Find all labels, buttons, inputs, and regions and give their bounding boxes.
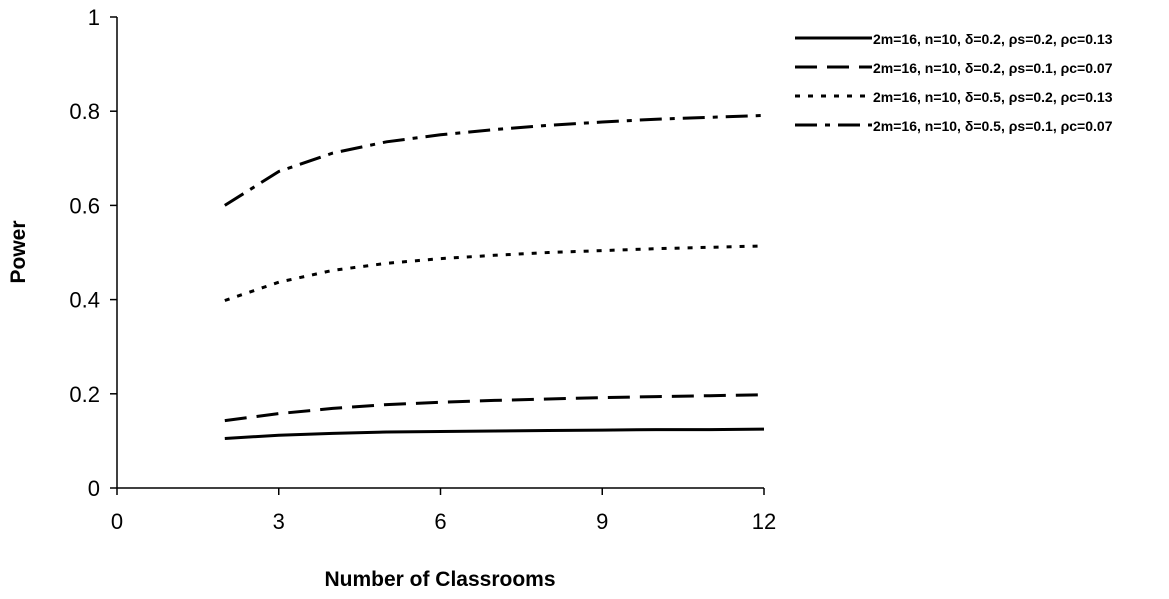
series-line-1 xyxy=(224,427,765,440)
legend-label: 2m=16, n=10, δ=0.5, ρs=0.2, ρc=0.13 xyxy=(873,89,1113,105)
x-tick-label: 0 xyxy=(111,509,123,534)
y-axis-title: Power xyxy=(7,220,30,283)
y-tick-label: 0 xyxy=(88,476,100,501)
series-line-4 xyxy=(224,113,765,207)
y-ticks: 0 0.2 0.4 0.6 0.8 1 xyxy=(69,5,117,501)
series-line-2 xyxy=(224,393,765,423)
legend-label: 2m=16, n=10, δ=0.2, ρs=0.2, ρc=0.13 xyxy=(873,31,1113,47)
axes xyxy=(116,17,764,489)
x-tick-label: 6 xyxy=(434,509,446,534)
y-tick-label: 0.8 xyxy=(69,99,100,124)
series-line-3 xyxy=(224,244,765,302)
legend-label: 2m=16, n=10, δ=0.5, ρs=0.1, ρc=0.07 xyxy=(873,118,1113,134)
x-tick-label: 12 xyxy=(752,509,776,534)
series-lines xyxy=(224,113,765,440)
x-ticks: 0 3 6 9 12 xyxy=(111,488,776,534)
x-axis-title: Number of Classrooms xyxy=(324,568,555,591)
y-tick-label: 1 xyxy=(88,5,100,30)
x-tick-label: 9 xyxy=(596,509,608,534)
legend-label: 2m=16, n=10, δ=0.2, ρs=0.1, ρc=0.07 xyxy=(873,60,1113,76)
x-tick-label: 3 xyxy=(273,509,285,534)
y-tick-label: 0.6 xyxy=(69,193,100,218)
y-tick-label: 0.2 xyxy=(69,382,100,407)
y-tick-label: 0.4 xyxy=(69,288,100,313)
legend: 2m=16, n=10, δ=0.2, ρs=0.2, ρc=0.13 2m=16… xyxy=(795,31,1113,134)
